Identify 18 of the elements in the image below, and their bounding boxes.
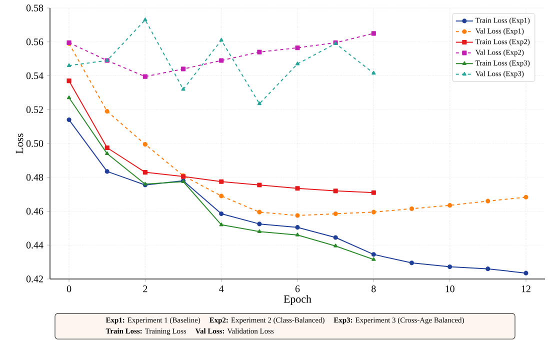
x-tick-label: 10	[446, 286, 454, 292]
y-tick-label: 0.56	[26, 38, 44, 46]
x-tick-label: 2	[143, 286, 148, 292]
x-tick-label: 12	[522, 286, 530, 292]
x-tick-label: 6	[295, 286, 300, 292]
y-tick-label: 0.42	[26, 276, 43, 282]
y-tick-label: 0.58	[26, 4, 44, 12]
y-axis-title: Loss	[16, 134, 24, 154]
y-tick-label: 0.46	[26, 208, 44, 215]
y-tick-label: 0.48	[26, 174, 44, 181]
y-tick-label: 0.54	[26, 72, 44, 80]
x-axis-title: Epoch	[284, 295, 312, 306]
x-tick-label: 4	[219, 286, 224, 292]
x-tick-label: 0	[66, 286, 72, 292]
y-tick-label: 0.44	[26, 242, 44, 249]
x-tick-label: 8	[372, 286, 376, 292]
y-tick-label: 0.50	[26, 140, 44, 147]
y-tick-label: 0.52	[26, 106, 43, 114]
